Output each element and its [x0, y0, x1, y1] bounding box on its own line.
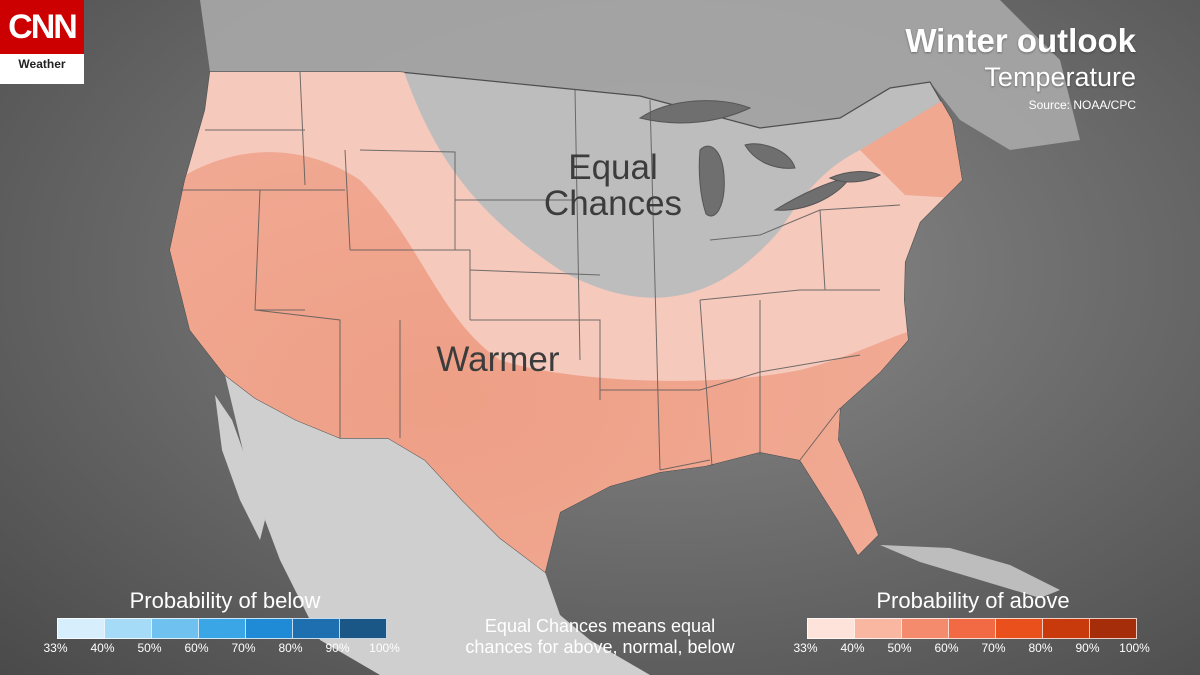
equal-chances-label: Equal Chances	[528, 150, 698, 222]
below-scale-swatch	[151, 618, 199, 639]
canada-landmass	[200, 0, 1080, 150]
above-scale-swatch	[1089, 618, 1137, 639]
below-scale-tick: 60%	[184, 641, 209, 655]
mexico-landmass	[225, 375, 650, 675]
above-scale-tick: 100%	[1119, 641, 1150, 655]
above-scale-tick: 70%	[981, 641, 1006, 655]
below-scale-swatch	[245, 618, 293, 639]
above-color-scale	[807, 618, 1137, 639]
above-scale-swatch	[948, 618, 996, 639]
below-scale-swatch	[339, 618, 387, 639]
warmer-label: Warmer	[436, 340, 560, 379]
below-scale-tick: 100%	[369, 641, 400, 655]
map-title: Winter outlook	[905, 22, 1136, 59]
above-scale-tick: 40%	[840, 641, 865, 655]
map-subtitle: Temperature	[984, 62, 1136, 92]
below-color-scale	[57, 618, 387, 639]
baja-peninsula	[215, 395, 265, 540]
below-scale-tick: 40%	[90, 641, 115, 655]
below-legend-title: Probability of below	[129, 588, 321, 613]
above-legend-title: Probability of above	[876, 588, 1070, 613]
below-scale-ticks: 33% 40% 50% 60% 70% 80% 90% 100%	[32, 641, 408, 655]
below-scale-tick: 50%	[137, 641, 162, 655]
cnn-weather-logo: CNN Weather	[0, 0, 84, 84]
state-borders	[180, 71, 901, 471]
above-scale-swatch	[854, 618, 902, 639]
below-scale-swatch	[292, 618, 340, 639]
below-scale-tick: 33%	[43, 641, 68, 655]
above-scale-tick: 90%	[1075, 641, 1100, 655]
equal-chances-word: Chances	[543, 184, 683, 223]
note-line-2: chances for above, normal, below	[465, 637, 735, 657]
above-scale-ticks: 33% 40% 50% 60% 70% 80% 90% 100%	[782, 641, 1158, 655]
above-scale-swatch	[807, 618, 855, 639]
below-scale-tick: 80%	[278, 641, 303, 655]
logo-wordmark: CNN	[8, 8, 78, 46]
equal-chances-word: Equal	[568, 148, 658, 187]
below-scale-tick: 70%	[231, 641, 256, 655]
above-scale-swatch	[1042, 618, 1090, 639]
below-scale-swatch	[104, 618, 152, 639]
equal-chances-note: Equal Chances means equal chances for ab…	[400, 616, 800, 658]
above-scale-swatch	[995, 618, 1043, 639]
above-scale-tick: 50%	[887, 641, 912, 655]
great-lakes	[638, 100, 882, 217]
above-scale-tick: 60%	[934, 641, 959, 655]
logo-red-block	[0, 0, 84, 54]
above-scale-tick: 80%	[1028, 641, 1053, 655]
caribbean-islands	[880, 545, 1060, 598]
above-scale-tick: 33%	[793, 641, 818, 655]
source-credit: Source: NOAA/CPC	[1028, 98, 1136, 112]
below-scale-swatch	[57, 618, 105, 639]
above-scale-swatch	[901, 618, 949, 639]
below-scale-tick: 90%	[325, 641, 350, 655]
below-scale-swatch	[198, 618, 246, 639]
note-line-1: Equal Chances means equal	[484, 616, 716, 636]
logo-section-label: Weather	[18, 57, 66, 71]
equal-chances-text: Equal Chances	[544, 148, 682, 223]
